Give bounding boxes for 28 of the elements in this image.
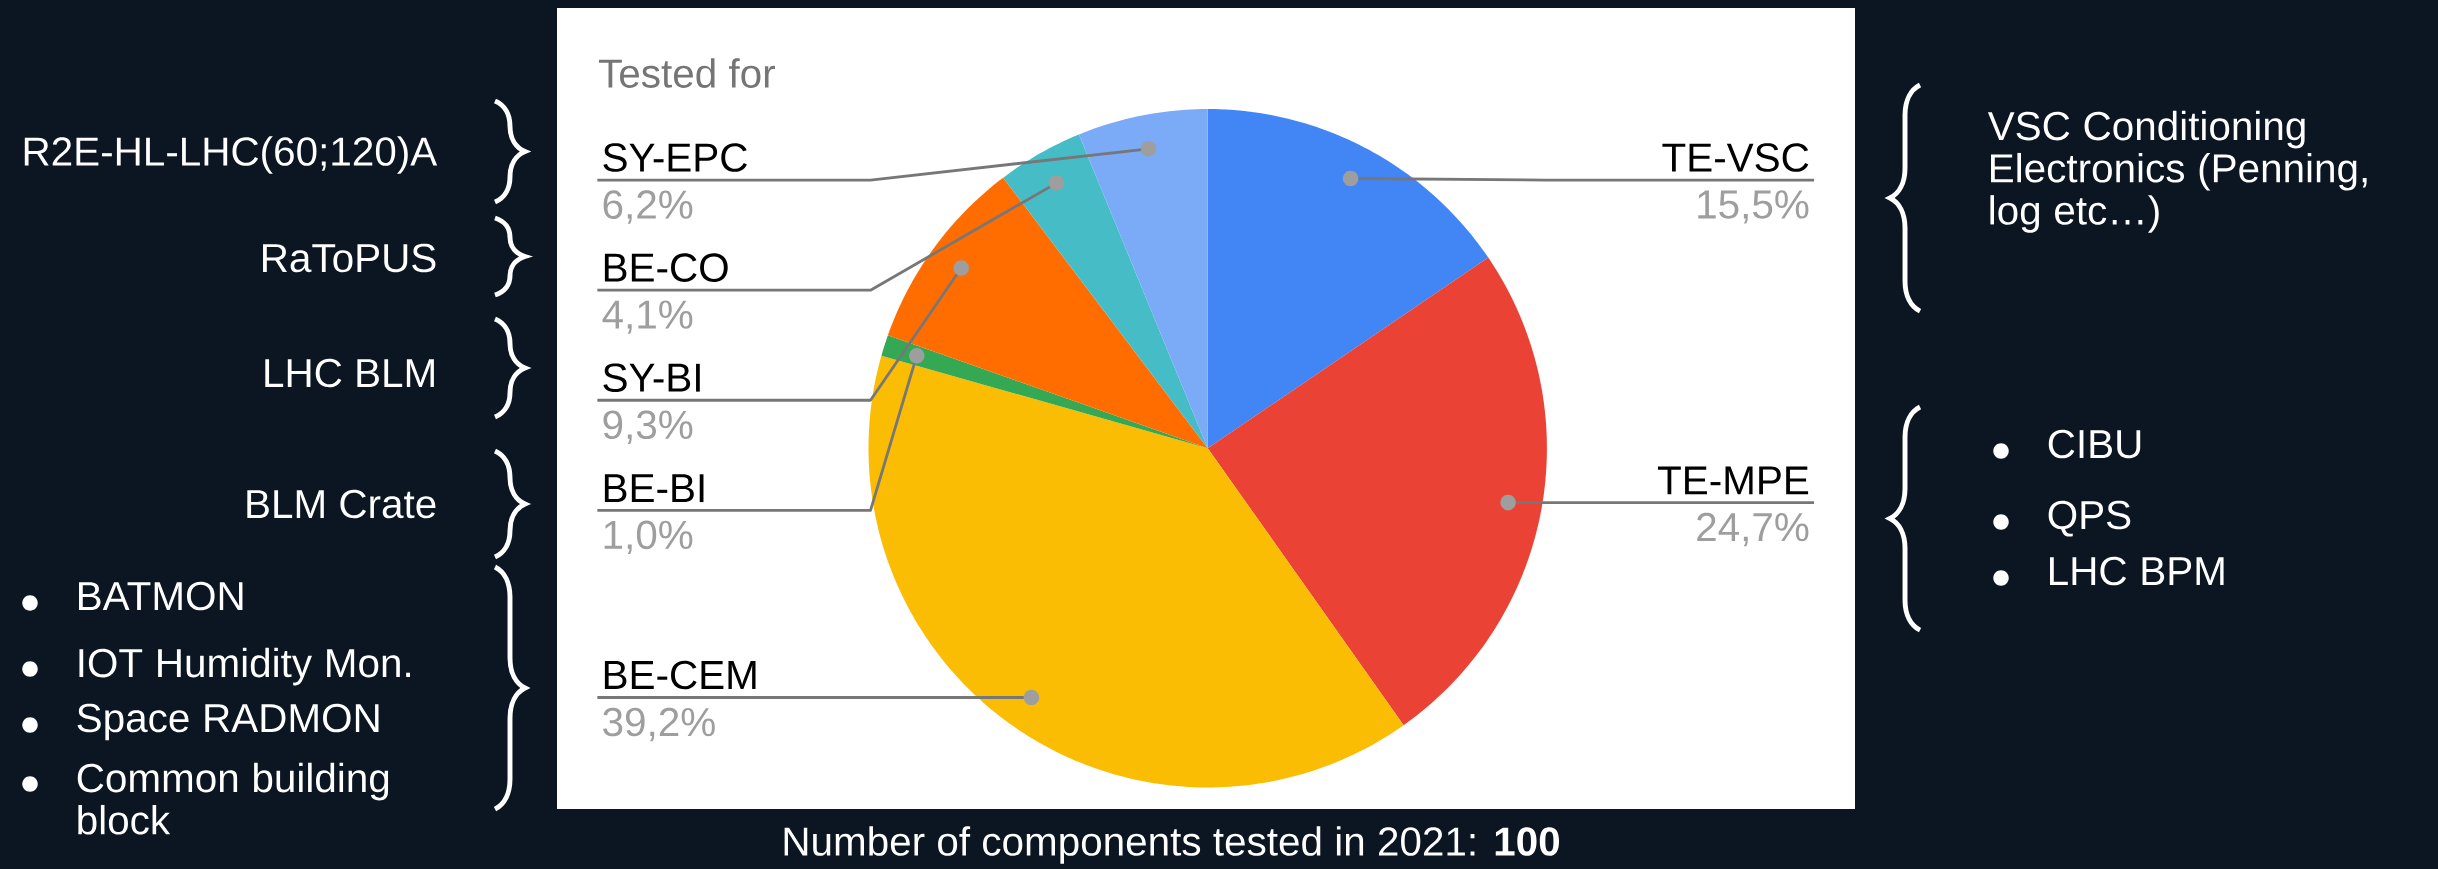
text: RaToPUS	[263, 243, 436, 273]
text: IOT Humidity Mon.	[79, 647, 411, 686]
text: Number of components tested in 2021: 100	[784, 826, 1560, 864]
data-label: 15,5%	[1698, 190, 1809, 224]
slice-label: TE-VSC	[1662, 143, 1809, 172]
text: QPS	[2048, 500, 2131, 537]
text: LHC BLM	[265, 358, 434, 388]
data-label: 24,7%	[1697, 512, 1809, 547]
text: R2E-HL-LHC(60;120)A	[24, 136, 438, 174]
slice-label: SY-EPC	[603, 143, 747, 172]
data-label: 1,0%	[604, 520, 693, 554]
text: Common building block	[77, 762, 389, 835]
chart-title: Tested for	[598, 58, 775, 88]
data-label: 6,2%	[603, 190, 693, 224]
text: LHC BPM	[2050, 556, 2224, 586]
data-label: 4,1%	[602, 300, 693, 334]
slice-label: SY-BI	[603, 363, 700, 392]
data-label: 9,3%	[603, 410, 693, 444]
text: CIBU	[2048, 429, 2141, 459]
text: BLM Crate	[247, 489, 436, 519]
slice-label: BE-CO	[604, 253, 728, 282]
text: Space RADMON	[77, 703, 379, 741]
slice-label: BE-BI	[604, 474, 704, 503]
slice-label: BE-CEM	[604, 660, 756, 690]
text: BATMON	[79, 581, 243, 611]
text: VSC Conditioning Electronics (Penning, log etc…)	[1987, 110, 2367, 233]
slice-label: TE-MPE	[1657, 466, 1809, 495]
data-label: 39,2%	[603, 707, 715, 742]
